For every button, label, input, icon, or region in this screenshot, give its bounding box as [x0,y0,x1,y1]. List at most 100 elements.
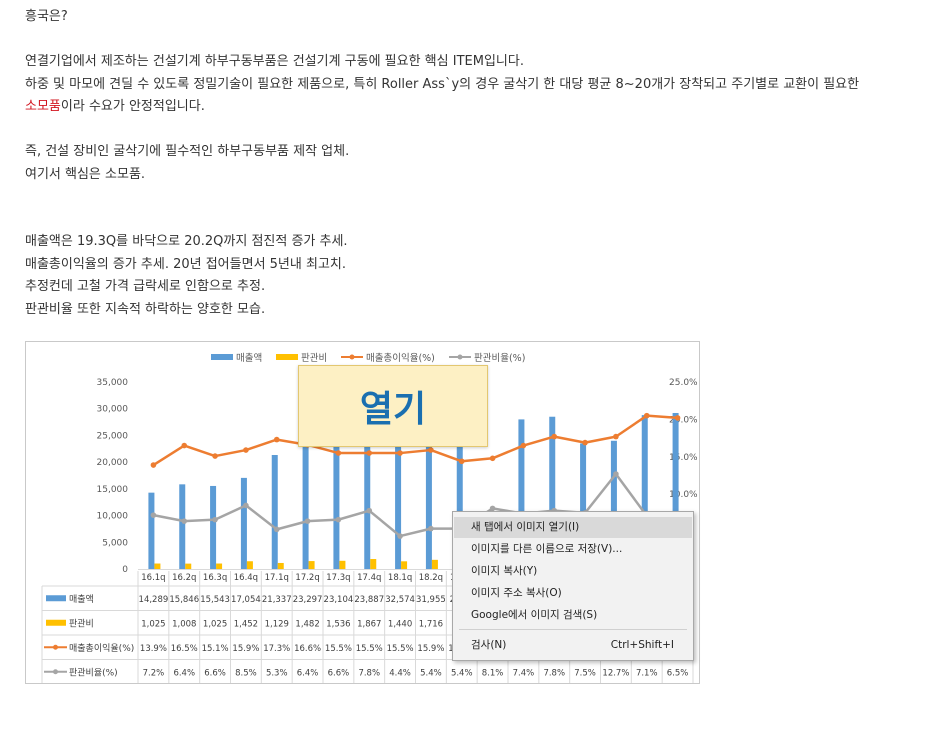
y-tick-left: 25,000 [97,431,129,441]
table-cell: 15.9% [232,644,259,654]
bar-sales [641,415,648,569]
point-gross-margin [212,453,218,459]
x-tick-label: 16.3q [203,573,227,583]
point-gross-margin [582,439,588,446]
point-gross-margin [243,447,249,453]
point-gross-margin [520,442,527,449]
menu-item-label: Google에서 이미지 검색(S) [471,609,598,621]
table-cell: 15.9% [417,644,444,654]
menu-item-search-google[interactable]: Google에서 이미지 검색(S) [454,605,692,626]
table-cell: 15.1% [202,644,229,654]
table-cell: 6.6% [328,668,350,678]
table-cell: 6.4% [173,668,195,678]
point-gross-margin [366,450,373,456]
bar-sga [216,563,223,569]
bar-sga [246,561,253,569]
table-row-label: 판관비율(%) [69,667,118,678]
table-cell: 15,846 [169,595,199,605]
legend-swatch [211,354,233,360]
post-line: 소모품이라 수요가 안정적입니다. [25,96,935,119]
post-line: 여기서 핵심은 소모품. [25,166,146,182]
post-line: 하중 및 마모에 견딜 수 있도록 정밀기술이 필요한 제품으로, 특히 Rol… [25,76,860,92]
legend-marker [457,354,463,360]
menu-item-inspect[interactable]: 검사(N) Ctrl+Shift+I [454,635,692,656]
table-cell: 8.5% [235,668,257,678]
point-gross-margin [428,447,434,453]
table-row-marker [53,669,58,675]
menu-item-label: 이미지를 다른 이름으로 저장(V)... [471,543,623,555]
menu-item-shortcut: Ctrl+Shift+I [610,639,674,651]
post-line: 매출총이익율의 증가 추세. 20년 접어들면서 5년내 최고치. [25,256,346,272]
table-cell: 15.5% [356,644,383,654]
point-sga-ratio [304,518,311,524]
bar-sales [179,484,186,569]
table-cell: 32,574 [385,595,415,605]
table-cell: 1,867 [357,619,381,629]
point-sga-ratio [243,502,249,509]
table-cell: 4.4% [389,668,411,678]
table-cell: 7.8% [358,668,380,678]
point-gross-margin [181,442,188,449]
point-sga-ratio [428,525,434,532]
bar-sales [302,444,309,569]
point-sga-ratio [366,507,373,514]
bar-sales [549,416,556,569]
highlight-text: 소모품 [25,99,61,114]
bar-sga [185,563,192,569]
menu-separator [459,629,687,630]
table-cell: 15.5% [325,644,352,654]
table-cell: 6.6% [204,668,226,678]
table-cell: 1,536 [326,619,350,629]
menu-item-copy-image[interactable]: 이미지 복사(Y) [454,561,692,582]
table-cell: 16.6% [294,644,321,654]
point-gross-margin [489,455,496,462]
table-cell: 1,482 [295,619,319,629]
point-sga-ratio [397,533,403,539]
table-cell: 5.3% [266,668,288,678]
menu-item-copy-image-address[interactable]: 이미지 주소 복사(O) [454,583,692,604]
menu-item-label: 이미지 주소 복사(O) [471,587,562,599]
post-line: 연결기업에서 제조하는 건설기계 하부구동부품은 건설기계 구동에 필요한 핵심… [25,54,524,69]
context-menu: 새 탭에서 이미지 열기(I) 이미지를 다른 이름으로 저장(V)... 이미… [452,511,694,661]
bar-sales [580,443,587,569]
table-cell: 31,955 [416,595,446,605]
bar-sales [610,440,617,569]
table-row-label: 매출액 [69,593,94,605]
legend-marker [349,354,355,360]
bar-sales [210,485,217,569]
post-body: 흥국은? 연결기업에서 제조하는 건설기계 하부구동부품은 건설기계 구동에 필… [25,6,935,321]
bar-sga [277,562,284,569]
menu-item-save-image-as[interactable]: 이미지를 다른 이름으로 저장(V)... [454,539,692,560]
table-cell: 23,297 [293,595,323,605]
point-sga-ratio [335,516,342,523]
table-cell: 23,104 [324,595,354,605]
table-cell: 7.8% [543,668,565,678]
post-line-rest: 이라 수요가 안정적입니다. [60,99,205,114]
line-gross-margin [152,414,678,467]
legend-label: 매출총이익율(%) [366,352,435,364]
x-tick-label: 17.4q [357,573,381,583]
open-image-overlay[interactable]: 열기 [298,365,488,447]
table-cell: 6.5% [667,668,689,678]
legend-label: 매출액 [236,352,262,364]
table-row-label: 매출총이익율(%) [69,642,134,654]
table-cell: 21,337 [262,595,292,605]
point-gross-margin [643,412,650,419]
point-gross-margin [613,433,619,440]
table-row-label: 판관비 [69,618,94,629]
bar-sales [364,441,371,569]
bar-sga [339,560,346,569]
menu-item-open-in-new-tab[interactable]: 새 탭에서 이미지 열기(I) [454,517,692,538]
table-row-swatch [46,619,66,626]
y-tick-left: 20,000 [97,458,129,468]
point-gross-margin [674,415,681,421]
legend-label: 판관비 [301,353,327,364]
table-cell: 1,025 [203,619,227,629]
table-cell: 1,452 [234,619,258,629]
table-cell: 17.3% [263,644,290,654]
point-sga-ratio [212,516,218,523]
bar-sga [431,559,438,569]
table-cell: 5.4% [420,668,442,678]
line-sga-ratio [153,472,678,538]
open-label: 열기 [359,389,427,430]
